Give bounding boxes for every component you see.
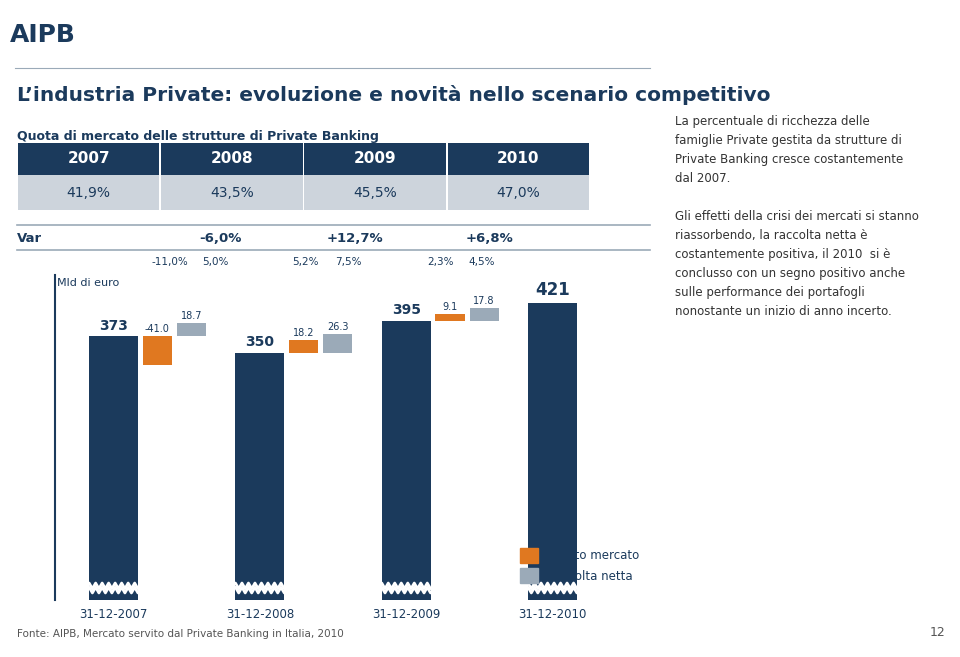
Bar [143,336,172,365]
Text: Mld di euro: Mld di euro [57,279,119,288]
Text: 5,2%: 5,2% [292,257,319,267]
Text: 41,9%: 41,9% [66,186,110,200]
Text: +12,7%: +12,7% [326,231,383,244]
Bar [235,353,284,600]
Text: L’industria Private: evoluzione e novità nello scenario competitivo: L’industria Private: evoluzione e novità… [17,85,771,105]
Bar [469,308,499,321]
Text: 421: 421 [535,281,570,299]
Text: -6,0%: -6,0% [199,231,241,244]
Text: 9.1: 9.1 [443,302,458,312]
Text: 12: 12 [929,626,945,639]
Text: +6,8%: +6,8% [467,231,514,244]
Bar [528,303,577,600]
Bar [436,315,465,321]
Text: -11,0%: -11,0% [152,257,188,267]
Bar [177,323,206,336]
Text: 2,3%: 2,3% [427,257,453,267]
Bar [324,334,352,353]
Text: Quota di mercato delle strutture di Private Banking: Quota di mercato delle strutture di Priv… [17,130,379,143]
Text: 4,5%: 4,5% [468,257,495,267]
Text: AIPB: AIPB [10,22,76,47]
Text: 7,5%: 7,5% [335,257,361,267]
Text: 2007: 2007 [67,152,110,166]
Text: 45,5%: 45,5% [353,186,397,200]
Text: 5,0%: 5,0% [202,257,228,267]
Bar [289,340,319,353]
Legend: Effetto mercato, Raccolta netta: Effetto mercato, Raccolta netta [516,543,644,587]
Text: La percentuale di ricchezza delle
famiglie Private gestita da strutture di
Priva: La percentuale di ricchezza delle famigl… [675,115,903,185]
Text: 395: 395 [392,304,420,317]
Text: 2008: 2008 [210,152,253,166]
Text: 17.8: 17.8 [473,296,495,306]
Text: -41.0: -41.0 [145,325,170,334]
Bar [89,336,138,600]
Text: Gli effetti della crisi dei mercati si stanno
riassorbendo, la raccolta netta è
: Gli effetti della crisi dei mercati si s… [675,210,919,318]
Text: 47,0%: 47,0% [496,186,540,200]
Text: Var: Var [17,231,42,244]
Text: 26.3: 26.3 [327,322,348,332]
Text: Fonte: AIPB, Mercato servito dal Private Banking in Italia, 2010: Fonte: AIPB, Mercato servito dal Private… [17,629,344,639]
Bar [382,321,430,600]
Text: 18.7: 18.7 [180,311,203,321]
Text: 43,5%: 43,5% [210,186,253,200]
Text: 18.2: 18.2 [293,328,315,338]
Text: 350: 350 [246,335,275,349]
Text: 2009: 2009 [354,152,396,166]
Text: 2010: 2010 [497,152,540,166]
Text: 373: 373 [99,319,128,333]
